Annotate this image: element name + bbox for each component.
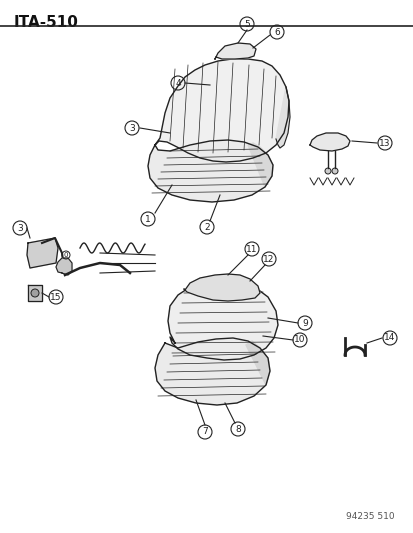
Text: 3: 3 <box>17 223 23 232</box>
Polygon shape <box>247 143 272 187</box>
Text: 8: 8 <box>235 424 240 433</box>
Text: 10: 10 <box>294 335 305 344</box>
Polygon shape <box>154 338 269 405</box>
Polygon shape <box>275 87 289 148</box>
Polygon shape <box>245 341 269 385</box>
Text: 2: 2 <box>204 222 209 231</box>
Circle shape <box>324 168 330 174</box>
Text: 11: 11 <box>246 245 257 254</box>
Text: 5: 5 <box>244 20 249 28</box>
Polygon shape <box>168 281 277 360</box>
Text: 4: 4 <box>175 78 180 87</box>
Circle shape <box>331 168 337 174</box>
Polygon shape <box>154 59 288 162</box>
Text: 12: 12 <box>263 254 274 263</box>
Text: 15: 15 <box>50 293 62 302</box>
Polygon shape <box>214 43 255 59</box>
Circle shape <box>31 289 39 297</box>
Polygon shape <box>28 285 42 301</box>
Text: 1: 1 <box>145 214 150 223</box>
Text: 13: 13 <box>378 139 390 148</box>
Polygon shape <box>309 133 349 151</box>
Polygon shape <box>147 140 272 202</box>
Polygon shape <box>27 238 58 268</box>
Text: 7: 7 <box>202 427 207 437</box>
Text: ITA-510: ITA-510 <box>14 15 79 30</box>
Text: 94235 510: 94235 510 <box>346 512 394 521</box>
Text: 3: 3 <box>129 124 135 133</box>
Text: 14: 14 <box>383 334 395 343</box>
Polygon shape <box>56 258 72 275</box>
Text: 0: 0 <box>64 252 68 258</box>
Text: 9: 9 <box>301 319 307 327</box>
Polygon shape <box>183 274 259 301</box>
Text: 6: 6 <box>273 28 279 36</box>
